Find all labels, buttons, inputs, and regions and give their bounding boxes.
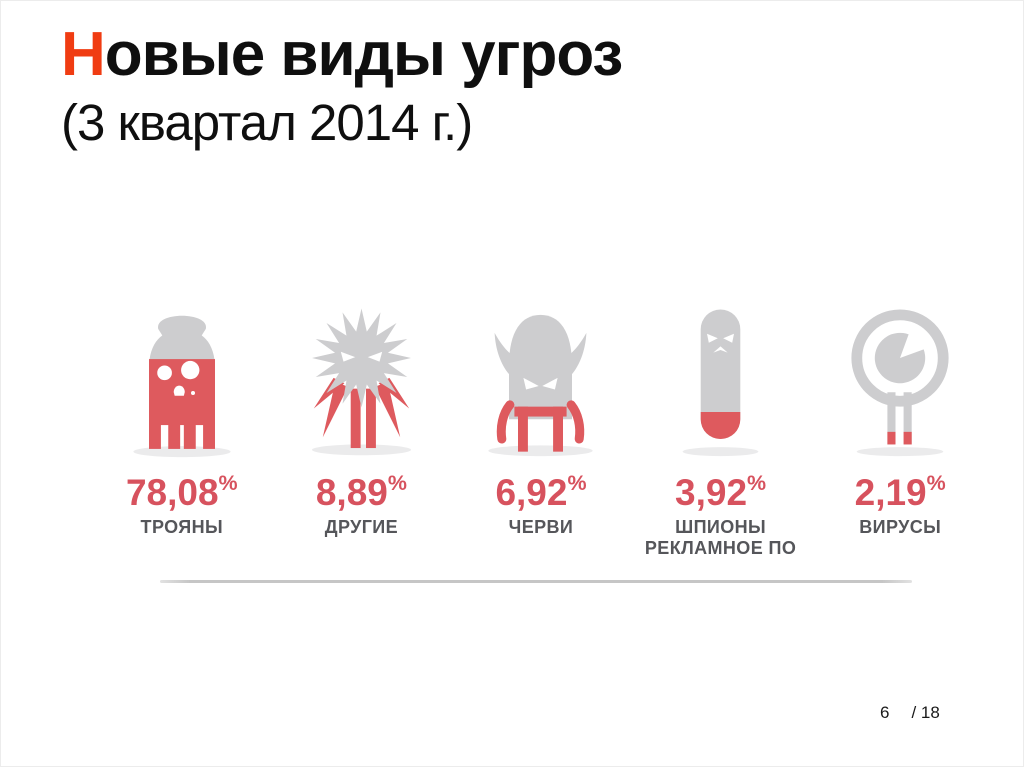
title-accent-letter: Н — [61, 20, 106, 89]
threat-label: ВИРУСЫ — [859, 517, 942, 537]
page-current: 6 — [880, 703, 890, 722]
virus-icon-svg — [851, 309, 949, 457]
threat-label: ЧЕРВИ — [508, 517, 574, 537]
page-number: 6 / 18 — [880, 703, 940, 723]
spy-capsule-icon-svg — [682, 309, 759, 457]
title-block: Новые виды угроз (3 квартал 2014 г.) — [61, 20, 623, 152]
trojan-icon-svg — [133, 315, 231, 458]
starburst-icon — [303, 296, 420, 460]
spy-capsule-icon — [680, 296, 761, 460]
threat-value: 3,92% — [675, 470, 767, 513]
worm-icon-svg — [488, 314, 594, 457]
threat-label: ТРОЯНЫ — [140, 517, 224, 537]
threat-item-others: 8,89% ДРУГИЕ — [272, 296, 452, 558]
slide-title: Новые виды угроз — [61, 20, 623, 89]
starburst-icon-svg — [311, 308, 411, 456]
threat-value: 78,08% — [125, 470, 238, 513]
threat-item-spyware: 3,92% ШПИОНЫ РЕКЛАМНОЕ ПО — [631, 296, 811, 558]
virus-icon — [846, 296, 954, 460]
threat-value: 6,92% — [495, 470, 587, 513]
slide-subtitle: (3 квартал 2014 г.) — [61, 94, 473, 151]
threat-label: ДРУГИЕ — [324, 517, 399, 537]
trojan-icon — [127, 296, 237, 460]
page-total: / 18 — [911, 703, 940, 722]
title-text: овые виды угроз — [104, 20, 623, 89]
divider-line — [160, 580, 912, 583]
threat-item-trojans: 78,08% ТРОЯНЫ — [92, 296, 272, 558]
threat-value: 8,89% — [315, 470, 407, 513]
threat-item-worms: 6,92% ЧЕРВИ — [451, 296, 631, 558]
threat-pictogram-chart: 78,08% ТРОЯНЫ 8,89% ДРУГИЕ — [92, 296, 990, 558]
threat-item-viruses: 2,19% ВИРУСЫ — [810, 296, 990, 558]
worm-icon — [482, 296, 599, 460]
threat-value: 2,19% — [854, 470, 946, 513]
threat-label: ШПИОНЫ РЕКЛАМНОЕ ПО — [644, 517, 797, 558]
